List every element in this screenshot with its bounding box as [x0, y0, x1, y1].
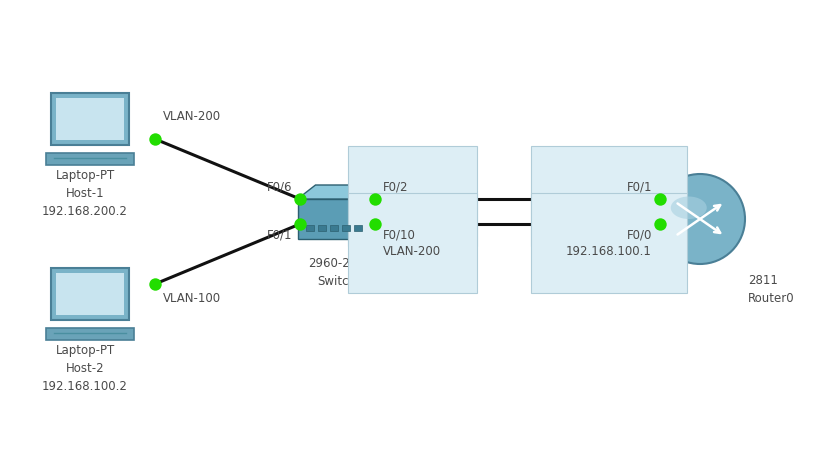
FancyBboxPatch shape: [297, 199, 373, 239]
FancyBboxPatch shape: [354, 225, 361, 231]
Text: F0/6: F0/6: [266, 180, 292, 193]
FancyBboxPatch shape: [46, 328, 134, 340]
FancyBboxPatch shape: [342, 225, 349, 231]
Point: [148, 280, 162, 288]
Text: F0/2
VLAN-100: F0/2 VLAN-100: [383, 181, 441, 211]
FancyBboxPatch shape: [329, 225, 338, 231]
FancyBboxPatch shape: [56, 273, 124, 315]
Text: Laptop-PT
Host-1
192.168.200.2: Laptop-PT Host-1 192.168.200.2: [42, 169, 128, 218]
Ellipse shape: [670, 196, 706, 219]
Point: [654, 220, 667, 228]
Text: 2960-24TT
Switch0: 2960-24TT Switch0: [308, 257, 372, 288]
FancyBboxPatch shape: [46, 153, 134, 165]
FancyBboxPatch shape: [56, 98, 124, 140]
Text: F0/1
192.168.200.1: F0/1 192.168.200.1: [566, 181, 652, 211]
Polygon shape: [297, 185, 391, 199]
Point: [293, 220, 307, 228]
Circle shape: [655, 174, 745, 264]
Text: F0/0
192.168.100.1: F0/0 192.168.100.1: [566, 228, 652, 258]
FancyBboxPatch shape: [318, 225, 325, 231]
Text: F0/1: F0/1: [266, 228, 292, 241]
Text: VLAN-200: VLAN-200: [163, 110, 221, 123]
Text: Laptop-PT
Host-2
192.168.100.2: Laptop-PT Host-2 192.168.100.2: [42, 344, 128, 393]
FancyBboxPatch shape: [51, 268, 129, 320]
Text: 2811
Router0: 2811 Router0: [748, 274, 794, 305]
Text: F0/10
VLAN-200: F0/10 VLAN-200: [383, 228, 441, 258]
Point: [368, 220, 381, 228]
Text: VLAN-100: VLAN-100: [163, 292, 221, 305]
FancyBboxPatch shape: [51, 93, 129, 145]
Point: [654, 196, 667, 203]
Polygon shape: [373, 185, 391, 239]
Point: [148, 135, 162, 143]
Point: [293, 196, 307, 203]
FancyBboxPatch shape: [306, 225, 313, 231]
Point: [368, 196, 381, 203]
